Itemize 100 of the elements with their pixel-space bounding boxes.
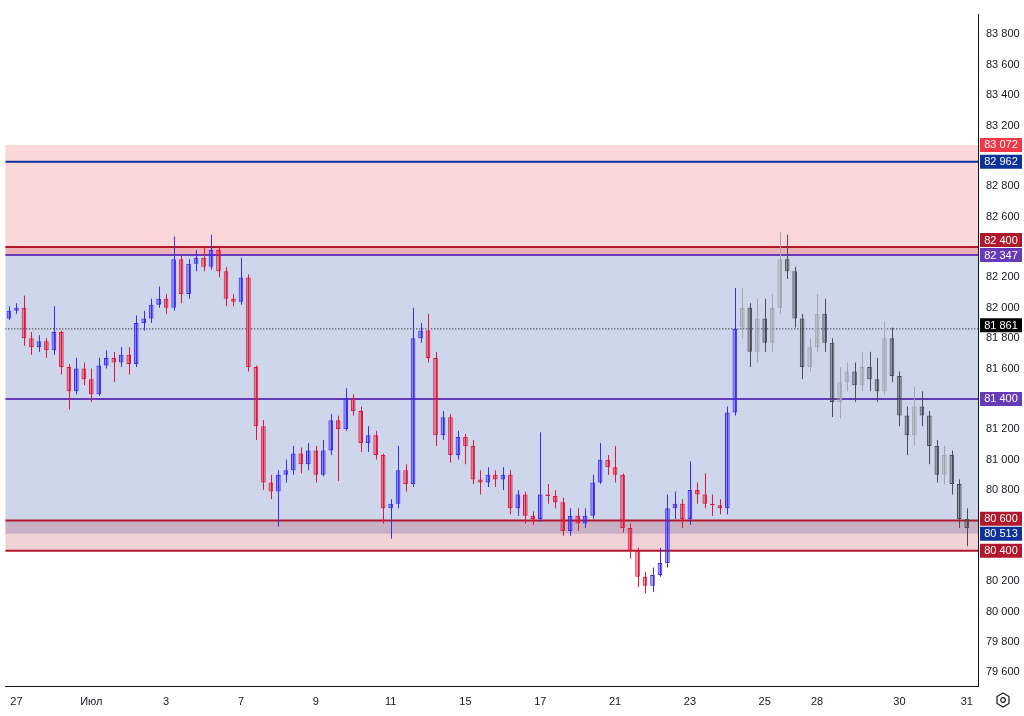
candlestick	[276, 469, 281, 528]
x-tick-label: Июл	[80, 694, 103, 707]
candlestick	[807, 337, 812, 373]
candlestick	[567, 507, 573, 537]
x-tick-label: 9	[312, 694, 319, 707]
candlestick	[335, 415, 341, 482]
candlestick	[665, 494, 670, 569]
x-tick-label: 28	[811, 694, 824, 707]
candlestick	[777, 231, 783, 315]
y-tick-label: 81 800	[986, 331, 1020, 344]
candlestick	[118, 346, 124, 368]
candlestick	[897, 371, 902, 427]
y-tick-label: 83 400	[986, 88, 1020, 101]
candlestick	[560, 497, 566, 537]
y-tick-label: 82 200	[986, 270, 1020, 283]
candlestick	[769, 293, 775, 353]
candlestick	[96, 357, 102, 397]
x-tick-label: 15	[459, 694, 472, 707]
candlestick	[343, 387, 349, 432]
y-tick-label: 81 200	[986, 422, 1020, 435]
candlestick	[956, 478, 962, 529]
x-tick-label: 25	[758, 694, 771, 707]
candlestick	[635, 547, 640, 588]
candlestick	[732, 287, 738, 417]
y-tick-label: 79 800	[986, 634, 1020, 647]
y-tick-label: 80 800	[986, 483, 1020, 496]
candlestick	[103, 349, 109, 370]
candlestick	[575, 507, 580, 532]
candlestick	[171, 235, 176, 312]
ref-line-label: 82 962	[984, 155, 1018, 168]
candlestick	[433, 351, 438, 447]
candlestick	[305, 442, 311, 471]
candlestick	[912, 386, 917, 447]
x-tick-label: 17	[534, 694, 547, 707]
candlestick	[605, 454, 610, 476]
candlestick	[508, 469, 513, 515]
candlestick	[942, 445, 947, 485]
candlestick	[88, 368, 94, 403]
candlestick	[133, 314, 139, 368]
x-tick-label: 11	[384, 694, 397, 707]
y-tick-label: 82 000	[986, 300, 1020, 313]
candlestick	[126, 346, 132, 376]
candlestick	[927, 410, 932, 465]
x-tick-label: 31	[960, 694, 973, 707]
ref-line-label: 81 861	[984, 318, 1018, 331]
candlestick	[328, 413, 334, 456]
y-tick-label: 82 800	[986, 179, 1020, 192]
candlestick	[44, 337, 49, 359]
ref-line-label: 82 400	[984, 233, 1018, 246]
candlestick	[739, 287, 745, 339]
y-tick-label: 80 000	[986, 604, 1020, 617]
candlestick	[852, 361, 857, 403]
candlestick	[418, 322, 423, 344]
y-tick-label: 80 200	[986, 574, 1020, 587]
y-tick-label: 79 600	[986, 665, 1020, 678]
candlestick	[695, 481, 700, 505]
candlestick	[964, 507, 970, 547]
candlestick	[747, 302, 753, 368]
candlestick	[201, 246, 206, 272]
candlestick	[350, 393, 356, 417]
candlestick	[590, 474, 595, 520]
candlestick	[59, 330, 64, 376]
x-tick-label: 3	[163, 694, 170, 707]
y-tick-label: 83 600	[986, 57, 1020, 70]
ref-line-label: 82 347	[984, 248, 1018, 261]
candlestick	[403, 463, 408, 493]
x-tick-label: 30	[893, 694, 906, 707]
y-tick-label: 81 000	[986, 452, 1020, 465]
y-tick-label: 81 600	[986, 361, 1020, 374]
candlestick	[320, 439, 326, 477]
candlestick	[74, 357, 79, 395]
candlestick	[620, 472, 625, 534]
candlestick	[552, 489, 558, 509]
candlestick	[156, 286, 161, 309]
band-label: 83 072	[984, 138, 1018, 151]
candlestick	[29, 331, 34, 356]
y-tick-label: 82 600	[986, 209, 1020, 222]
candlestick	[822, 298, 827, 353]
candlestick	[313, 445, 319, 483]
y-tick-label: 83 800	[986, 27, 1020, 40]
candlestick	[261, 419, 266, 491]
candlestick	[358, 406, 363, 453]
y-tick-label: 83 200	[986, 118, 1020, 131]
candlestick	[186, 258, 191, 300]
candlestick	[754, 298, 760, 363]
candlestick	[448, 413, 453, 464]
candlestick	[762, 298, 768, 353]
candlestick	[784, 234, 790, 280]
x-tick-label: 21	[608, 694, 622, 707]
candlestick	[725, 406, 730, 515]
candlestick	[882, 320, 887, 395]
band-label: 80 513	[984, 527, 1018, 540]
candlestick	[537, 431, 543, 523]
candlestick	[867, 351, 872, 392]
candlestick	[949, 450, 955, 496]
candlestick	[522, 491, 528, 524]
candlestick	[515, 489, 521, 517]
candlestick	[141, 310, 147, 332]
x-tick-label: 23	[683, 694, 697, 707]
candlestick	[478, 469, 483, 496]
